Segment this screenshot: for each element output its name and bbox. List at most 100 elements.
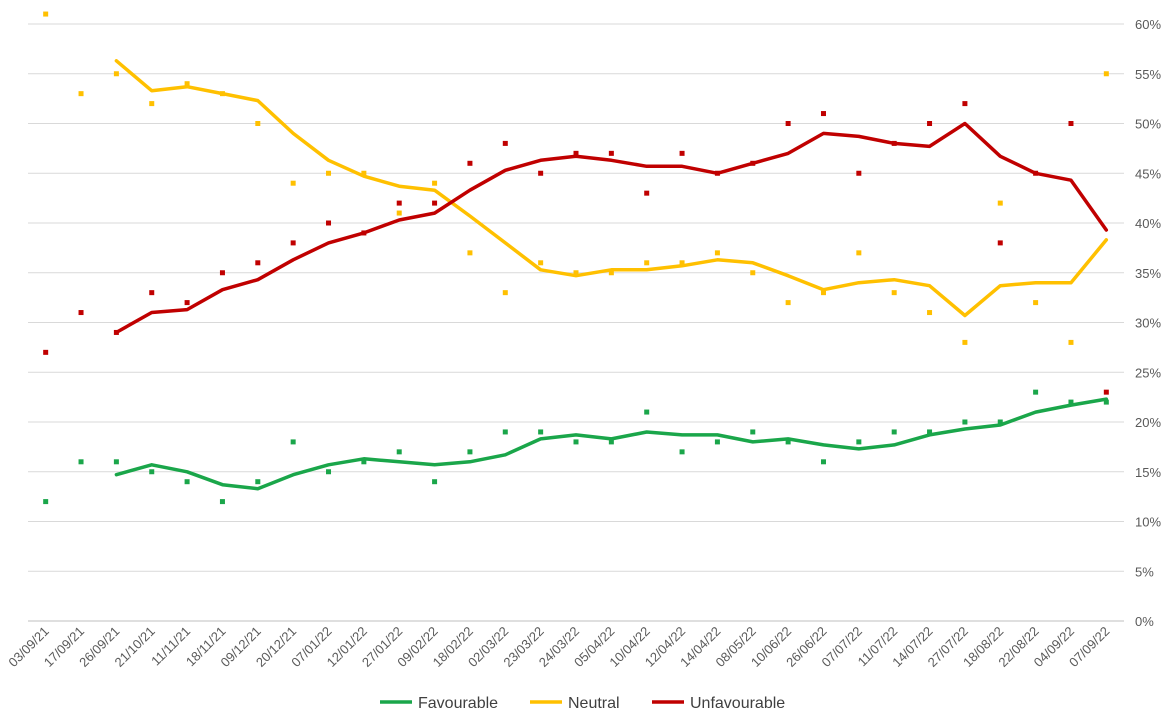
- data-point-unfavourable: [113, 329, 119, 335]
- series-line-neutral: [114, 59, 1109, 318]
- data-point-neutral: [573, 270, 579, 276]
- data-point-favourable: [891, 429, 897, 435]
- data-point-neutral: [432, 180, 438, 186]
- data-point-favourable: [679, 449, 685, 455]
- legend: Favourable Neutral Unfavourable: [380, 695, 785, 712]
- y-tick-label: 0%: [1135, 614, 1154, 629]
- data-point-neutral: [184, 81, 190, 87]
- data-point-unfavourable: [1103, 389, 1109, 395]
- data-point-unfavourable: [219, 270, 225, 276]
- data-point-favourable: [78, 459, 84, 465]
- data-point-favourable: [502, 429, 508, 435]
- trend-lines: [114, 59, 1109, 491]
- data-point-unfavourable: [1033, 170, 1039, 176]
- data-point-favourable: [538, 429, 544, 435]
- data-point-unfavourable: [714, 170, 720, 176]
- data-point-unfavourable: [502, 140, 508, 146]
- legend-label-neutral: Neutral: [568, 695, 620, 712]
- data-point-favourable: [184, 479, 190, 485]
- y-tick-label: 5%: [1135, 564, 1154, 579]
- data-point-neutral: [644, 260, 650, 266]
- data-point-favourable: [962, 419, 968, 425]
- data-point-unfavourable: [962, 101, 968, 107]
- data-point-neutral: [219, 91, 225, 97]
- data-point-unfavourable: [290, 240, 296, 246]
- data-point-unfavourable: [149, 290, 155, 296]
- data-point-neutral: [714, 250, 720, 256]
- data-point-neutral: [1068, 339, 1074, 345]
- data-point-favourable: [43, 499, 49, 505]
- data-point-neutral: [1033, 300, 1039, 306]
- y-tick-label: 45%: [1135, 166, 1161, 181]
- data-point-unfavourable: [396, 200, 402, 206]
- data-point-unfavourable: [78, 310, 84, 316]
- data-point-favourable: [856, 439, 862, 445]
- data-point-unfavourable: [927, 121, 933, 126]
- data-point-unfavourable: [255, 260, 261, 266]
- data-point-favourable: [1103, 399, 1109, 405]
- data-point-neutral: [467, 250, 473, 256]
- data-point-favourable: [714, 439, 720, 445]
- y-tick-label: 25%: [1135, 365, 1161, 380]
- data-point-favourable: [608, 439, 614, 445]
- y-tick-label: 60%: [1135, 17, 1161, 32]
- data-point-neutral: [361, 170, 367, 176]
- data-point-neutral: [326, 170, 332, 176]
- data-point-favourable: [255, 479, 261, 485]
- data-point-neutral: [608, 270, 614, 276]
- data-point-favourable: [467, 449, 473, 455]
- y-tick-label: 55%: [1135, 67, 1161, 82]
- data-point-favourable: [290, 439, 296, 445]
- data-point-favourable: [644, 409, 650, 415]
- data-point-neutral: [538, 260, 544, 266]
- data-point-favourable: [1033, 389, 1039, 395]
- data-point-neutral: [820, 290, 826, 296]
- data-point-unfavourable: [856, 170, 862, 176]
- data-point-favourable: [396, 449, 402, 455]
- data-point-unfavourable: [608, 150, 614, 156]
- data-point-favourable: [1068, 399, 1074, 405]
- data-point-unfavourable: [785, 121, 791, 126]
- data-point-unfavourable: [43, 349, 49, 355]
- data-point-unfavourable: [467, 160, 473, 166]
- data-point-neutral: [78, 91, 84, 97]
- data-point-unfavourable: [997, 240, 1003, 246]
- data-point-neutral: [113, 71, 119, 77]
- data-point-favourable: [361, 459, 367, 465]
- data-point-unfavourable: [1068, 121, 1074, 126]
- data-point-neutral: [396, 210, 402, 216]
- gridlines: [28, 23, 1124, 622]
- y-tick-label: 15%: [1135, 465, 1161, 480]
- data-point-neutral: [679, 260, 685, 266]
- data-point-favourable: [573, 439, 579, 445]
- data-point-favourable: [219, 499, 225, 505]
- legend-label-favourable: Favourable: [418, 695, 498, 712]
- data-point-neutral: [750, 270, 756, 276]
- data-point-unfavourable: [538, 170, 544, 176]
- data-point-favourable: [785, 439, 791, 445]
- data-points: [43, 11, 1109, 505]
- legend-label-unfavourable: Unfavourable: [690, 695, 785, 712]
- data-point-neutral: [962, 339, 968, 345]
- data-point-unfavourable: [326, 220, 332, 226]
- data-point-unfavourable: [644, 190, 650, 196]
- data-point-favourable: [927, 429, 933, 435]
- data-point-neutral: [255, 121, 261, 126]
- series-line-favourable: [114, 397, 1109, 491]
- data-point-favourable: [750, 429, 756, 435]
- y-tick-label: 20%: [1135, 415, 1161, 430]
- data-point-neutral: [856, 250, 862, 256]
- data-point-unfavourable: [432, 200, 438, 206]
- data-point-neutral: [997, 200, 1003, 206]
- y-tick-label: 50%: [1135, 117, 1161, 132]
- y-tick-label: 40%: [1135, 216, 1161, 231]
- y-tick-label: 30%: [1135, 316, 1161, 331]
- data-point-unfavourable: [679, 150, 685, 156]
- series-line-unfavourable: [114, 121, 1109, 335]
- data-point-neutral: [502, 290, 508, 296]
- data-point-favourable: [820, 459, 826, 465]
- data-point-favourable: [113, 459, 119, 465]
- data-point-neutral: [785, 300, 791, 306]
- data-point-unfavourable: [361, 230, 367, 236]
